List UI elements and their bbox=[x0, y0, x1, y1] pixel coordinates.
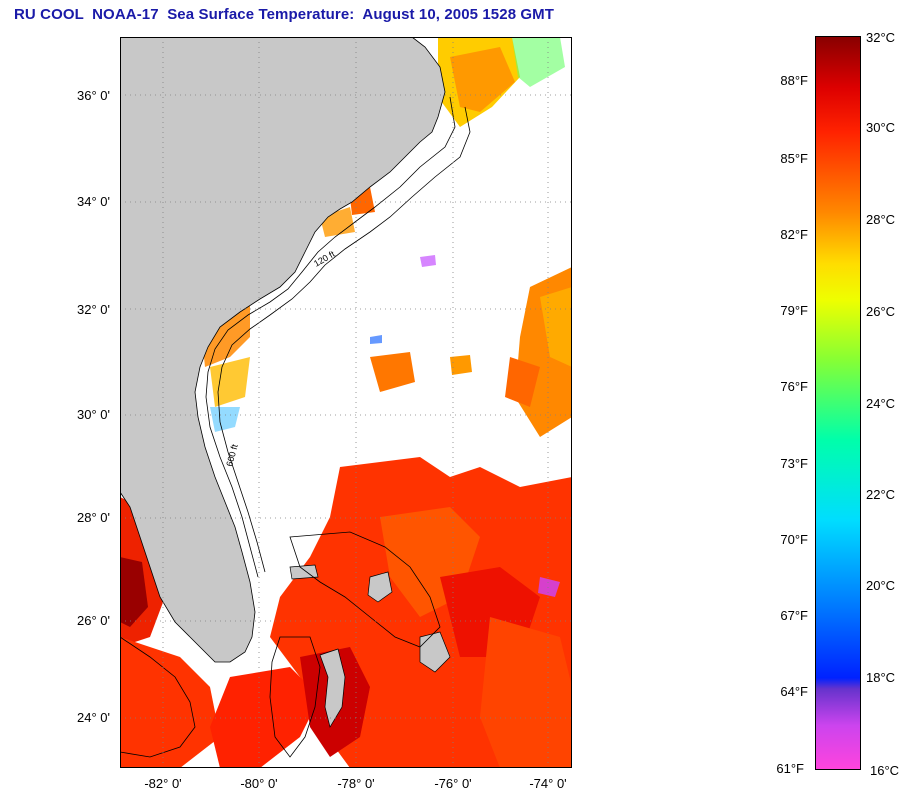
bathymetry-contours bbox=[119, 96, 471, 758]
bahamas-islands bbox=[289, 564, 451, 728]
lat-label: 34° 0' bbox=[77, 194, 110, 209]
colorbar-celsius-label: 30°C bbox=[866, 120, 896, 135]
colorbar-fahrenheit-label: 82°F bbox=[780, 227, 808, 242]
colorbar-fahrenheit-label: 76°F bbox=[780, 379, 808, 394]
lon-label: -76° 0' bbox=[434, 776, 472, 791]
land-mass bbox=[119, 36, 446, 663]
lon-label: -74° 0' bbox=[529, 776, 567, 791]
colorbar-fahrenheit-label: 85°F bbox=[780, 151, 808, 166]
colorbar-celsius-label: 16°C bbox=[870, 763, 900, 778]
colorbar-celsius-label: 28°C bbox=[866, 212, 896, 227]
colorbar-fahrenheit-label: 70°F bbox=[780, 532, 808, 547]
sst-map[interactable]: 600 ft 120 ft bbox=[119, 36, 572, 768]
sst-data-layer bbox=[120, 37, 572, 768]
lat-label: 26° 0' bbox=[77, 613, 110, 628]
colorbar-celsius-label: 18°C bbox=[866, 670, 896, 685]
lat-label: 30° 0' bbox=[77, 407, 110, 422]
temperature-colorbar bbox=[815, 36, 861, 770]
lat-label: 32° 0' bbox=[77, 302, 110, 317]
lat-label: 36° 0' bbox=[77, 88, 110, 103]
colorbar-celsius-label: 26°C bbox=[866, 304, 896, 319]
colorbar-fahrenheit-label: 88°F bbox=[780, 73, 808, 88]
lat-label: 28° 0' bbox=[77, 510, 110, 525]
lon-label: -80° 0' bbox=[240, 776, 278, 791]
colorbar-fahrenheit-label: 61°F bbox=[776, 761, 804, 776]
colorbar-celsius-label: 24°C bbox=[866, 396, 896, 411]
lon-label: -82° 0' bbox=[144, 776, 182, 791]
lon-label: -78° 0' bbox=[337, 776, 375, 791]
map-title: RU COOL NOAA-17 Sea Surface Temperature:… bbox=[14, 6, 555, 23]
colorbar-fahrenheit-label: 67°F bbox=[780, 608, 808, 623]
lat-label: 24° 0' bbox=[77, 710, 110, 725]
lat-lon-grid bbox=[120, 37, 572, 768]
colorbar-celsius-label: 22°C bbox=[866, 487, 896, 502]
colorbar-celsius-label: 32°C bbox=[866, 30, 896, 45]
sst-map-canvas: 600 ft 120 ft bbox=[119, 36, 572, 768]
colorbar-celsius-label: 20°C bbox=[866, 578, 896, 593]
colorbar-fahrenheit-label: 64°F bbox=[780, 684, 808, 699]
colorbar-fahrenheit-label: 73°F bbox=[780, 456, 808, 471]
colorbar-fahrenheit-label: 79°F bbox=[780, 303, 808, 318]
map-border bbox=[120, 37, 572, 768]
